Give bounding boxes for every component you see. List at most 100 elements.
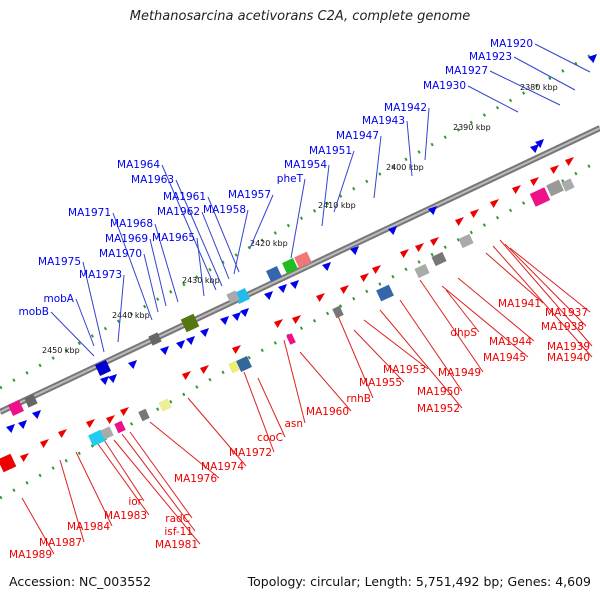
forward-gene-arrow <box>18 420 27 429</box>
forward-gene-arrow <box>160 346 169 355</box>
gene-feature-box <box>236 356 252 372</box>
gene-label-cooc: cooC <box>257 432 283 444</box>
gene-label-ma1952: MA1952 <box>417 403 460 415</box>
gene-label-ma1983: MA1983 <box>104 510 147 522</box>
gene-label-ma1949: MA1949 <box>438 367 481 379</box>
gene-label-ma1940: MA1940 <box>547 352 590 364</box>
gene-label-ma1981: MA1981 <box>155 539 198 551</box>
gene-label-ma1960: MA1960 <box>306 406 349 418</box>
gene-label-ma1947: MA1947 <box>336 130 379 142</box>
map-title: Methanosarcina acetivorans C2A, complete… <box>129 9 471 24</box>
leader-line <box>337 315 374 399</box>
gene-label-dhps: dhpS <box>450 327 477 339</box>
leader-line <box>149 238 167 307</box>
gene-label-ma1955: MA1955 <box>359 377 402 389</box>
gene-label-ma1973: MA1973 <box>79 269 122 281</box>
leader-line <box>117 274 125 343</box>
leader-line <box>419 279 484 373</box>
scale-label: 2400 kbp <box>386 163 424 172</box>
reverse-gene-arrow <box>58 429 67 438</box>
gene-label-ma1989: MA1989 <box>9 549 52 561</box>
gene-feature-box <box>529 187 551 207</box>
leader-line <box>149 421 220 479</box>
gene-label-mobb: mobB <box>18 306 49 318</box>
reverse-gene-arrow <box>372 265 381 274</box>
gene-feature-box <box>95 360 111 376</box>
leader-line <box>363 319 429 370</box>
leader-line <box>534 43 591 73</box>
leader-line <box>467 85 519 113</box>
gene-label-asn: asn <box>284 418 303 430</box>
gene-label-ma1975: MA1975 <box>38 256 81 268</box>
gene-label-ma1939: MA1939 <box>547 341 590 353</box>
gene-label-ma1971: MA1971 <box>68 207 111 219</box>
leader-line <box>75 451 113 527</box>
gene-label-rnhb: rnhB <box>346 393 371 405</box>
forward-gene-arrow <box>428 206 437 215</box>
gene-label-ma1927: MA1927 <box>445 65 488 77</box>
leader-line <box>257 377 286 438</box>
forward-gene-arrow <box>535 139 544 148</box>
leader-line <box>21 497 55 555</box>
forward-gene-arrow <box>588 54 597 63</box>
forward-gene-arrow <box>240 308 249 317</box>
reverse-gene-arrow <box>106 415 115 424</box>
forward-gene-arrow <box>388 226 397 235</box>
gene-label-ma1969: MA1969 <box>105 233 148 245</box>
leader-line <box>424 107 430 161</box>
forward-gene-arrow <box>176 340 185 349</box>
gene-label-ma1984: MA1984 <box>67 521 110 533</box>
gene-label-ma1953: MA1953 <box>383 364 426 376</box>
gene-label-ma1972: MA1972 <box>229 447 272 459</box>
reverse-gene-arrow <box>550 165 559 174</box>
reverse-gene-arrow <box>40 439 49 448</box>
gene-feature-box <box>24 394 38 408</box>
gene-feature-box <box>414 263 430 279</box>
leader-line <box>207 196 240 273</box>
leader-line <box>457 277 535 342</box>
forward-gene-arrow <box>290 280 299 289</box>
leader-line <box>406 120 413 177</box>
leader-line <box>59 459 85 543</box>
reverse-gene-arrow <box>274 319 283 328</box>
leader-line <box>485 252 544 304</box>
leader-line <box>445 289 480 333</box>
leader-line <box>201 211 230 280</box>
leader-line <box>399 299 463 392</box>
gene-label-ma1937: MA1937 <box>545 307 588 319</box>
gene-label-ior: ior <box>128 496 142 508</box>
gene-label-ma1923: MA1923 <box>469 51 512 63</box>
leader-line <box>154 223 179 303</box>
gene-label-ma1974: MA1974 <box>201 461 244 473</box>
reverse-gene-arrow <box>512 185 521 194</box>
leader-line <box>373 135 382 199</box>
leader-line <box>321 164 330 227</box>
leader-line <box>441 285 529 358</box>
scale-label: 2420 kbp <box>250 239 288 248</box>
gene-label-moba: mobA <box>43 293 74 305</box>
reverse-gene-arrow <box>340 285 349 294</box>
leader-line <box>243 371 275 453</box>
gene-label-ma1942: MA1942 <box>384 102 427 114</box>
forward-gene-arrow <box>186 336 195 345</box>
forward-gene-arrow <box>32 410 41 419</box>
gene-feature-box <box>226 290 240 304</box>
gene-label-ma1965: MA1965 <box>152 232 195 244</box>
gene-feature-box <box>158 398 172 412</box>
reverse-gene-arrow <box>530 177 539 186</box>
leader-line <box>82 261 105 353</box>
scale-label: 2440 kbp <box>112 311 150 320</box>
reverse-gene-arrow <box>455 217 464 226</box>
gene-label-ma1945: MA1945 <box>483 352 526 364</box>
gene-label-ma1970: MA1970 <box>99 248 142 260</box>
gene-label-ma1938: MA1938 <box>541 321 584 333</box>
leader-line <box>492 245 593 358</box>
gene-label-ma1944: MA1944 <box>489 336 532 348</box>
gene-feature-box <box>546 179 564 197</box>
gene-feature-box <box>431 251 447 267</box>
gene-label-ma1961: MA1961 <box>163 191 206 203</box>
gene-feature-box <box>100 426 114 440</box>
gene-label-ma1958: MA1958 <box>203 204 246 216</box>
forward-gene-arrow <box>530 144 539 153</box>
